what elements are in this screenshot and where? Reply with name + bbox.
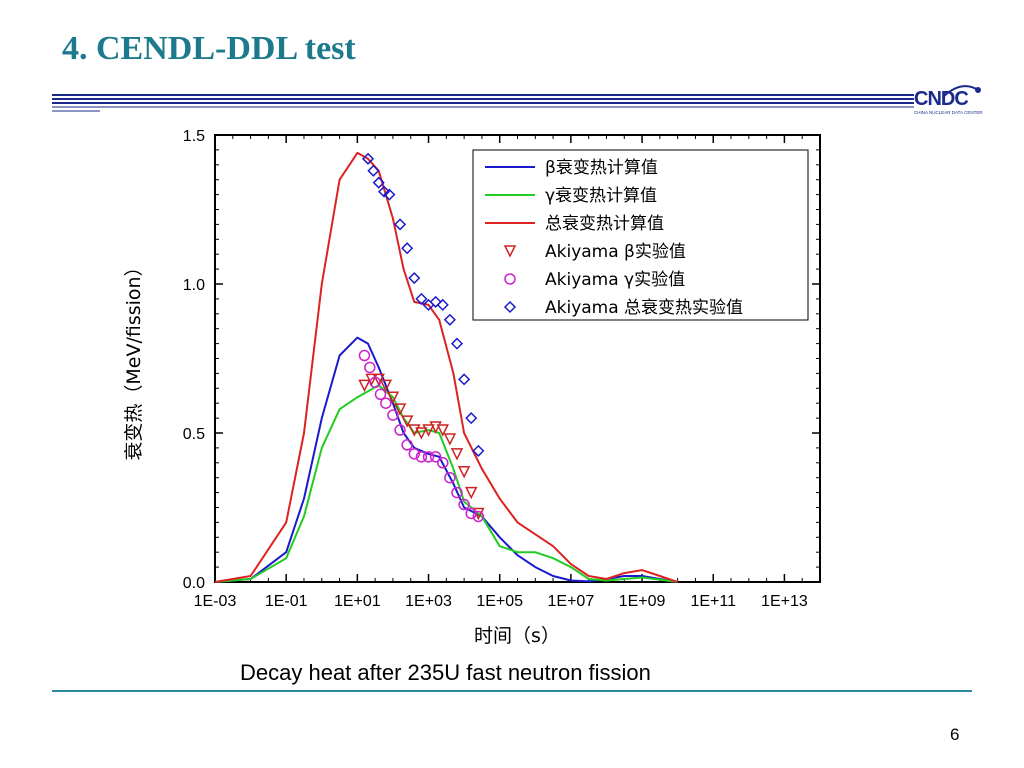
series-5-point: [465, 412, 478, 425]
series-3-point: [372, 373, 385, 387]
series-4-point: [451, 486, 463, 499]
chart-caption: Decay heat after 235U fast neutron fissi…: [240, 660, 651, 685]
series-4-point: [444, 471, 456, 484]
legend-box: [472, 149, 809, 321]
series-5-point: [429, 295, 442, 308]
y-tick-label: 0.5: [183, 426, 205, 443]
series-4-point: [369, 376, 381, 389]
series-3-point: [393, 403, 407, 416]
series-line-1: [214, 384, 678, 583]
y-tick-label: 1.5: [183, 128, 205, 145]
series-5-point: [408, 271, 421, 285]
series-3-point: [415, 427, 428, 440]
series-3-point: [436, 424, 449, 437]
y-axis-label: 衰变热（MeV/fission）: [123, 257, 145, 460]
page-number: 6: [950, 725, 960, 744]
series-5-point: [377, 185, 391, 198]
series-4-point: [380, 397, 392, 409]
series-3-point: [386, 391, 400, 404]
series-layer: [214, 151, 678, 583]
footer-rule: [52, 690, 972, 692]
series-5-point: [361, 152, 375, 165]
series-3-point: [450, 448, 464, 461]
decay-heat-chart: 1E-03 1E-01 1E+01 1E+03 1E+05 1E+07 1E+09 1E+11…: [123, 128, 821, 647]
legend-swatch: [503, 300, 517, 314]
series-4-point: [422, 451, 435, 463]
series-4-point: [472, 510, 485, 523]
series-3-point: [465, 486, 478, 500]
legend-label: γ衰变热计算值: [545, 186, 657, 206]
series-4-point: [408, 448, 421, 460]
y-tick-label: 1.0: [183, 277, 205, 294]
legend-label: Akiyama γ实验值: [545, 270, 685, 290]
legend-swatch: [504, 273, 516, 285]
series-4-point: [465, 507, 477, 520]
series-5-point: [436, 298, 449, 311]
x-tick-label: 1E+03: [405, 593, 452, 610]
x-tick-label: 1E+07: [548, 593, 595, 610]
series-3-point: [400, 415, 414, 428]
x-axis-ticks: 1E-03 1E-01 1E+01 1E+03 1E+05 1E+07 1E+09 1E+11…: [194, 135, 821, 610]
series-5-point: [401, 242, 414, 255]
series-4-point: [364, 361, 376, 374]
slide-title: 4. CENDL-DDL test: [62, 30, 356, 67]
x-tick-label: 1E+13: [761, 593, 808, 610]
x-tick-label: 1E+01: [334, 593, 381, 610]
logo-text: CNDC: [914, 88, 969, 110]
series-3-point: [422, 424, 435, 437]
logo-subtext: CHINA NUCLEAR DATA CENTER: [914, 110, 983, 115]
series-5-point: [458, 373, 471, 386]
series-4-point: [358, 349, 371, 362]
series-5-point: [415, 292, 428, 305]
series-4-point: [394, 424, 406, 436]
y-axis-ticks: 0.0 0.5 1.0 1.5: [183, 128, 820, 592]
legend-label: β衰变热计算值: [545, 158, 658, 178]
series-3-point: [358, 379, 371, 392]
legend-swatch: [503, 245, 517, 258]
series-5-point: [383, 188, 396, 201]
series-line-2: [214, 151, 678, 583]
header-rule: [52, 94, 914, 112]
legend-label: Akiyama β实验值: [545, 242, 686, 262]
series-5-point: [372, 176, 385, 189]
x-tick-label: 1E+05: [476, 593, 523, 610]
series-4-point: [437, 457, 449, 469]
series-5-point: [393, 218, 407, 231]
x-tick-label: 1E-01: [265, 593, 308, 610]
series-4-point: [401, 439, 413, 451]
series-5-point: [443, 313, 456, 326]
series-4-point: [387, 409, 399, 421]
legend-label: 总衰变热计算值: [545, 214, 664, 234]
series-3-point: [443, 433, 457, 446]
x-tick-label: 1E-03: [194, 593, 237, 610]
series-4-point: [374, 388, 387, 401]
y-tick-label: 0.0: [183, 575, 205, 592]
series-5-point: [472, 444, 485, 457]
series-3-point: [379, 379, 393, 392]
series-5-point: [367, 164, 380, 177]
x-tick-label: 1E+11: [690, 593, 736, 610]
cndc-logo: CNDC CHINA NUCLEAR DATA CENTER: [914, 80, 984, 120]
x-tick-label: 1E+09: [619, 593, 666, 610]
series-5-point: [450, 337, 464, 350]
series-3-point: [365, 373, 378, 387]
series-4-point: [429, 451, 442, 463]
legend-label: Akiyama 总衰变热实验值: [545, 298, 743, 318]
series-3-point: [457, 465, 471, 479]
series-4-point: [458, 498, 470, 511]
series-4-point: [415, 451, 428, 463]
x-axis-label: 时间（s）: [474, 625, 560, 647]
logo-arc-icon: [943, 85, 981, 97]
